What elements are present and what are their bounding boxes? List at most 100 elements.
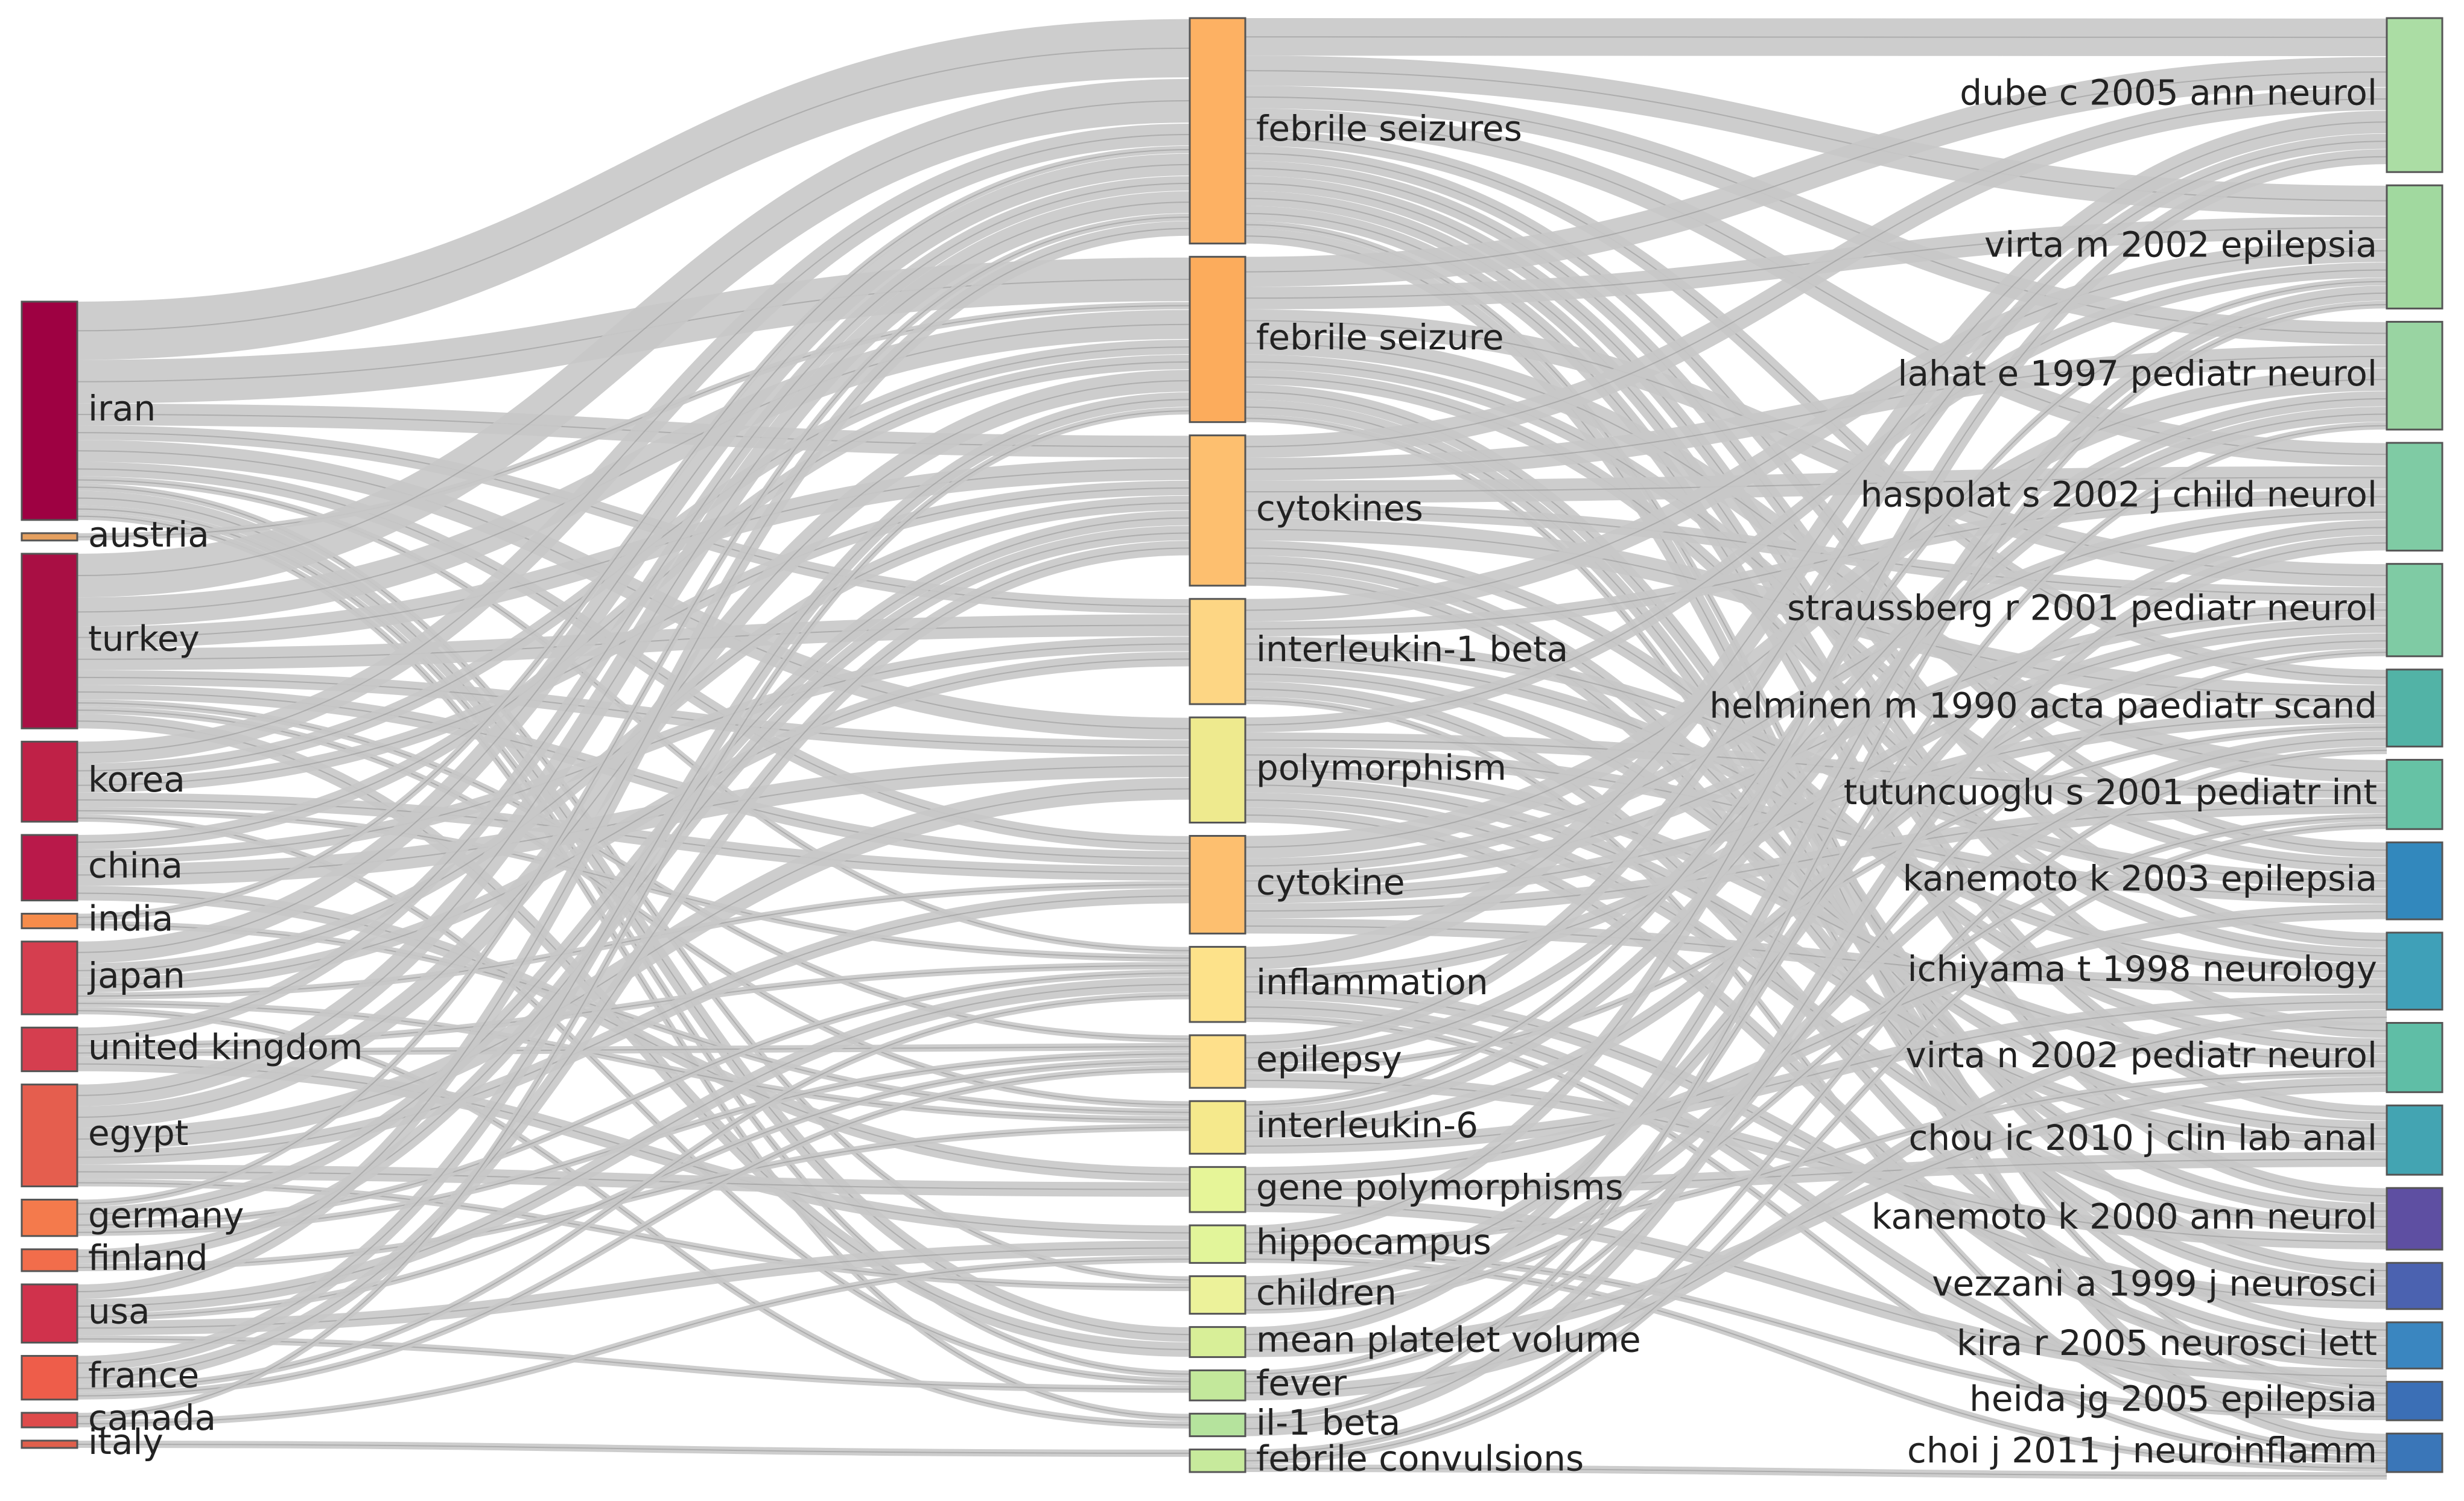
node-label-interleukin-1-beta: interleukin-1 beta: [1256, 629, 1568, 670]
link-japan-to-interleukin-6: [77, 1000, 1190, 1124]
link-edge-india-to-febrile-seizures: [77, 148, 1190, 918]
node-label-united-kingdom: united kingdom: [88, 1027, 363, 1068]
link-edge-febrile-convulsions-to-helminen: [1245, 749, 2387, 1454]
link-gene-polymorphisms-to-chou: [1245, 1152, 2387, 1198]
node-label-france: france: [88, 1355, 199, 1396]
link-japan-to-interleukin-1-beta: [77, 652, 1190, 993]
link-il-1-beta-to-virta-m: [1245, 300, 2387, 1421]
node-france[interactable]: [21, 1354, 78, 1401]
node-lahat[interactable]: [2386, 320, 2443, 431]
node-heida[interactable]: [2386, 1380, 2443, 1421]
node-fever[interactable]: [1189, 1369, 1246, 1401]
node-united-kingdom[interactable]: [21, 1026, 78, 1073]
node-febrile-seizures[interactable]: [1189, 17, 1246, 245]
node-turkey[interactable]: [21, 553, 78, 729]
node-label-japan: japan: [87, 955, 185, 996]
node-korea[interactable]: [21, 740, 78, 823]
link-usa-to-febrile-seizures: [77, 221, 1190, 1299]
link-edge-japan-to-interleukin-6: [77, 1003, 1190, 1121]
link-usa-to-inflammation: [77, 977, 1190, 1314]
node-italy[interactable]: [21, 1439, 78, 1449]
node-straussberg[interactable]: [2386, 563, 2443, 658]
node-india[interactable]: [21, 913, 78, 930]
node-label-cytokines: cytokines: [1256, 487, 1423, 528]
node-inflammation[interactable]: [1189, 945, 1246, 1023]
node-label-germany: germany: [88, 1195, 244, 1236]
link-edge-usa-to-inflammation: [77, 983, 1190, 1307]
node-label-virta-m: virta m 2002 epilepsia: [1984, 224, 2377, 265]
node-dube[interactable]: [2386, 17, 2443, 173]
link-hippocampus-to-dube: [1245, 149, 2387, 1240]
node-ichiyama[interactable]: [2386, 931, 2443, 1011]
node-japan[interactable]: [21, 941, 78, 1015]
link-edge-germany-to-cytokines: [77, 517, 1190, 1215]
node-chou[interactable]: [2386, 1104, 2443, 1176]
node-virta-n[interactable]: [2386, 1021, 2443, 1093]
node-vezzani[interactable]: [2386, 1261, 2443, 1310]
node-china[interactable]: [21, 834, 78, 902]
node-febrile-seizure[interactable]: [1189, 256, 1246, 424]
node-il-1-beta[interactable]: [1189, 1412, 1246, 1438]
node-febrile-convulsions[interactable]: [1189, 1449, 1246, 1473]
node-interleukin-1-beta[interactable]: [1189, 598, 1246, 705]
node-interleukin-6[interactable]: [1189, 1100, 1246, 1155]
node-egypt[interactable]: [21, 1084, 78, 1187]
node-label-vezzani: vezzani a 1999 j neurosci: [1932, 1263, 2377, 1304]
node-label-kanemoto-2003: kanemoto k 2003 epilepsia: [1903, 858, 2377, 899]
node-kira[interactable]: [2386, 1321, 2443, 1369]
node-iran[interactable]: [21, 300, 78, 521]
node-hippocampus[interactable]: [1189, 1224, 1246, 1264]
link-edge-cytokine-to-lahat: [1245, 379, 2387, 848]
node-label-turkey: turkey: [88, 618, 200, 659]
link-il-1-beta-to-haspolat: [1245, 535, 2387, 1436]
node-kanemoto-2003[interactable]: [2386, 841, 2443, 921]
node-label-febrile-seizures: febrile seizures: [1256, 108, 1522, 149]
link-edge-epilepsy-to-dube: [1245, 141, 2387, 1044]
node-gene-polymorphisms[interactable]: [1189, 1166, 1246, 1213]
node-label-hippocampus: hippocampus: [1256, 1221, 1491, 1262]
link-edge-febrile-seizure-to-straussberg: [1245, 320, 2387, 576]
node-label-febrile-convulsions: febrile convulsions: [1256, 1438, 1584, 1479]
link-edge-iran-to-polymorphism: [77, 450, 1190, 729]
link-edge-japan-to-febrile-seizures: [77, 163, 1190, 953]
link-edge-polymorphism-to-virta-m: [1245, 269, 2387, 726]
node-label-cytokine: cytokine: [1256, 862, 1405, 903]
node-finland[interactable]: [21, 1248, 78, 1272]
link-febrile-seizure-to-dube: [1245, 57, 2387, 287]
node-label-children: children: [1256, 1272, 1397, 1313]
link-edge-iran-to-febrile-seizures: [77, 47, 1190, 332]
node-label-usa: usa: [88, 1290, 150, 1331]
node-epilepsy[interactable]: [1189, 1034, 1246, 1089]
node-virta-m[interactable]: [2386, 184, 2443, 309]
link-finland-to-interleukin-6: [77, 1123, 1190, 1271]
node-usa[interactable]: [21, 1283, 78, 1344]
node-label-canada: canada: [88, 1397, 216, 1438]
node-tutuncuoglu[interactable]: [2386, 758, 2443, 830]
node-polymorphism[interactable]: [1189, 716, 1246, 824]
node-kanemoto-2000[interactable]: [2386, 1187, 2443, 1251]
link-korea-to-febrile-seizures: [77, 123, 1190, 764]
node-label-haspolat: haspolat s 2002 j child neurol: [1861, 474, 2377, 515]
node-label-tutuncuoglu: tutuncuoglu s 2001 pediatr int: [1844, 772, 2377, 813]
link-edge-canada-to-hippocampus: [77, 1258, 1190, 1424]
node-label-interleukin-6: interleukin-6: [1256, 1105, 1478, 1146]
node-germany[interactable]: [21, 1198, 78, 1237]
link-iran-to-polymorphism: [77, 440, 1190, 740]
link-cytokine-to-straussberg: [1245, 602, 2387, 889]
node-austria[interactable]: [21, 532, 78, 542]
link-edge-france-to-cytokines: [77, 547, 1190, 1379]
link-india-to-febrile-seizures: [77, 145, 1190, 921]
node-label-choi: choi j 2011 j neuroinflamm: [1907, 1430, 2377, 1471]
link-edge-turkey-to-febrile-seizure: [77, 323, 1190, 613]
node-cytokines[interactable]: [1189, 434, 1246, 587]
node-canada[interactable]: [21, 1412, 78, 1429]
node-mean-platelet-volume[interactable]: [1189, 1326, 1246, 1358]
link-children-to-tutuncuoglu: [1245, 813, 2387, 1314]
node-children[interactable]: [1189, 1275, 1246, 1315]
node-helminen[interactable]: [2386, 668, 2443, 747]
link-gene-polymorphisms-to-kira: [1245, 1197, 2387, 1384]
node-cytokine[interactable]: [1189, 835, 1246, 935]
node-haspolat[interactable]: [2386, 442, 2443, 552]
node-choi[interactable]: [2386, 1432, 2443, 1473]
link-edge-france-to-inflammation: [77, 995, 1190, 1389]
